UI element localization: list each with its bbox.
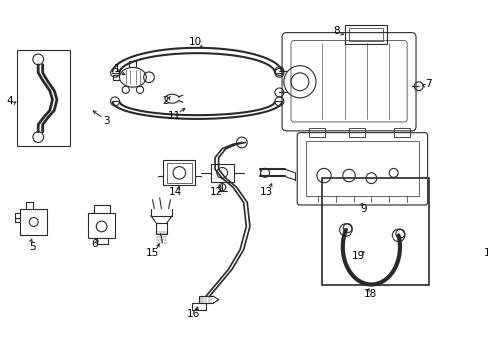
- Text: 6: 6: [91, 239, 98, 249]
- Bar: [348, 128, 365, 137]
- Bar: [88, 213, 115, 238]
- Text: 12: 12: [210, 186, 223, 197]
- Bar: [393, 128, 409, 137]
- Bar: [210, 164, 233, 182]
- Text: 2: 2: [163, 96, 169, 107]
- Text: 11: 11: [168, 111, 181, 121]
- Bar: [305, 141, 418, 196]
- Text: 19: 19: [351, 251, 364, 261]
- Bar: [17, 50, 70, 146]
- Text: 7: 7: [425, 78, 431, 89]
- Text: 17: 17: [483, 248, 488, 258]
- Text: 5: 5: [29, 242, 36, 252]
- Text: 18: 18: [363, 289, 376, 299]
- Text: 13: 13: [260, 186, 273, 197]
- Text: 8: 8: [332, 26, 339, 36]
- Bar: [166, 163, 191, 183]
- Bar: [322, 178, 428, 285]
- Text: 9: 9: [359, 204, 366, 213]
- Bar: [344, 24, 386, 44]
- Text: 1: 1: [113, 64, 120, 74]
- Circle shape: [391, 229, 404, 242]
- Bar: [308, 128, 324, 137]
- Bar: [191, 303, 206, 310]
- Text: 10: 10: [188, 37, 202, 48]
- Bar: [348, 28, 382, 41]
- Text: 4: 4: [6, 96, 13, 107]
- Text: 14: 14: [169, 186, 182, 197]
- Circle shape: [339, 224, 351, 236]
- Bar: [163, 160, 195, 185]
- Text: 3: 3: [102, 116, 109, 126]
- Text: 15: 15: [145, 248, 159, 258]
- Text: 16: 16: [186, 309, 200, 319]
